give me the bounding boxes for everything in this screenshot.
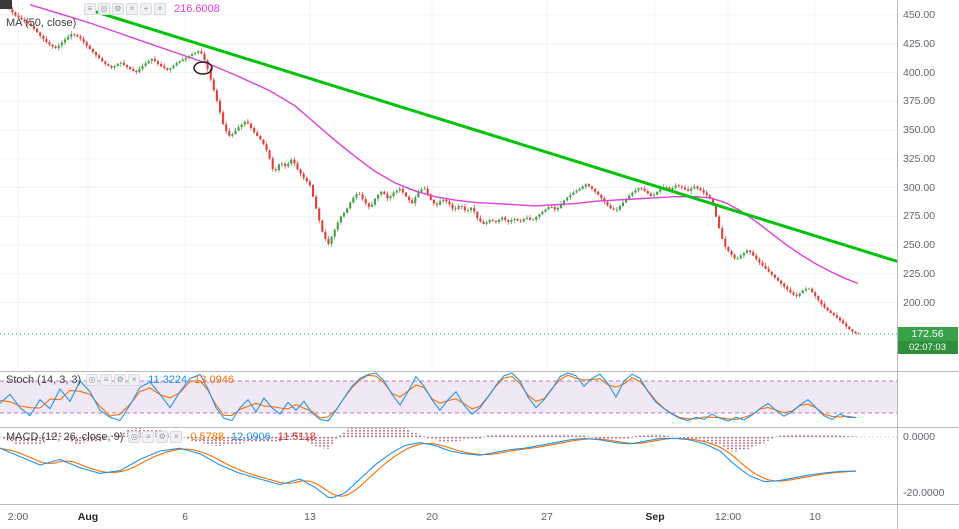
price-svg[interactable]	[0, 0, 897, 371]
pane-separator[interactable]	[0, 371, 959, 372]
price-axis-label: 300.00	[903, 181, 936, 194]
gear-icon[interactable]: ⚙	[114, 373, 127, 386]
price-axis-label: 250.00	[903, 239, 936, 251]
macd-value: 0.5788	[190, 430, 225, 443]
price-axis-label: 400.00	[903, 66, 936, 79]
stoch-legend-icons: ◎ ≡ ⚙ ×	[86, 373, 142, 386]
stoch-legend-values: 11.3224 13.0946	[148, 374, 241, 386]
ma-value: 216.6008	[174, 2, 220, 15]
candles	[1, 0, 860, 335]
time-axis-label: Aug	[77, 511, 99, 523]
main-legend-icons: ≡ ◎ ⚙ × + ×	[84, 2, 168, 15]
menu-icon[interactable]: ≡	[142, 430, 155, 443]
time-axis-label: 10	[809, 511, 821, 523]
price-axis-label: 275.00	[903, 210, 936, 223]
price-axis-label: 425.00	[903, 37, 936, 50]
countdown-value: 02:07:03	[909, 342, 946, 354]
time-axis-separator	[0, 504, 959, 505]
price-axis-label: 450.00	[903, 9, 936, 21]
macd-legend: MACD (12, 26, close, 9) ◎ ≡ ⚙ × 0.5788 12.09…	[6, 430, 323, 443]
close-icon[interactable]: ×	[154, 2, 166, 15]
partial-toolbar-icon[interactable]	[0, 0, 12, 9]
time-axis[interactable]: 2:00 Aug 6 13 20 27 Sep 12:00 10	[0, 505, 959, 529]
eye-icon[interactable]: ◎	[128, 430, 141, 443]
eye-icon[interactable]: ◎	[86, 373, 99, 386]
price-axis-border	[897, 0, 898, 529]
time-axis-label: 6	[182, 511, 188, 523]
time-axis-label: 13	[304, 511, 316, 523]
price-axis-label: 350.00	[903, 124, 936, 136]
close-icon[interactable]: ×	[170, 430, 183, 443]
time-axis-label: 27	[541, 511, 553, 523]
ma-line[interactable]	[29, 4, 859, 285]
main-legend: ≡ ◎ ⚙ × + × 216.6008 MA (50, close)	[6, 2, 227, 29]
stoch-k-line	[0, 372, 857, 422]
macd-axis-label: 0.0000	[903, 431, 936, 443]
close-icon[interactable]: ×	[128, 373, 141, 386]
menu-icon[interactable]: ≡	[84, 2, 96, 15]
time-axis-label: 20	[426, 511, 438, 523]
price-axis-label: 225.00	[903, 267, 936, 280]
stoch-svg	[0, 372, 897, 422]
price-axis[interactable]: 172.56 02:07:03 450.00 425.00 400.00 375.00…	[897, 0, 959, 505]
stoch-value: 13.0946	[194, 373, 234, 386]
grid	[0, 0, 897, 371]
stoch-legend: Stoch (14, 3, 3) ◎ ≡ ⚙ × 11.3224 13.0946	[6, 373, 241, 386]
plus-icon[interactable]: +	[140, 2, 152, 15]
gear-icon[interactable]: ⚙	[112, 2, 124, 15]
stoch-value: 11.3224	[148, 373, 188, 386]
trendline[interactable]	[91, 9, 897, 263]
macd-signal-line	[0, 437, 857, 497]
countdown-badge: 02:07:03	[897, 341, 958, 355]
macd-histogram	[3, 428, 857, 452]
stoch-band	[0, 381, 897, 413]
price-axis-label: 375.00	[903, 95, 936, 108]
macd-legend-icons: ◎ ≡ ⚙ ×	[128, 430, 184, 443]
ma-label[interactable]: MA (50, close)	[6, 16, 77, 29]
last-price-value: 172.56	[911, 328, 944, 341]
macd-axis-label: -20.0000	[903, 487, 945, 499]
eye-icon[interactable]: ◎	[98, 2, 110, 15]
time-axis-label: 12:00	[714, 511, 742, 523]
ellipse-annotation[interactable]	[193, 61, 213, 75]
macd-line	[0, 437, 857, 499]
last-price-badge: 172.56	[897, 327, 958, 342]
price-axis-label: 200.00	[903, 296, 936, 309]
stoch-pane[interactable]: Stoch (14, 3, 3) ◎ ≡ ⚙ × 11.3224 13.0946	[0, 371, 897, 427]
macd-pane[interactable]: MACD (12, 26, close, 9) ◎ ≡ ⚙ × 0.5788 12.09…	[0, 428, 897, 504]
macd-legend-values: 0.5788 12.0906 11.5118	[190, 431, 323, 443]
time-axis-label: 2:00	[7, 511, 29, 523]
pane-separator[interactable]	[0, 427, 959, 428]
macd-value: 11.5118	[277, 430, 316, 443]
macd-label[interactable]: MACD (12, 26, close, 9)	[6, 430, 124, 443]
gear-icon[interactable]: ⚙	[156, 430, 169, 443]
price-axis-label: 325.00	[903, 152, 936, 165]
stoch-label[interactable]: Stoch (14, 3, 3)	[6, 373, 82, 386]
price-pane[interactable]: ≡ ◎ ⚙ × + × 216.6008 MA (50, close)	[0, 0, 897, 371]
menu-icon[interactable]: ≡	[100, 373, 113, 386]
macd-value: 12.0906	[231, 430, 271, 443]
close-icon[interactable]: ×	[126, 2, 138, 15]
time-axis-label: Sep	[645, 511, 665, 523]
